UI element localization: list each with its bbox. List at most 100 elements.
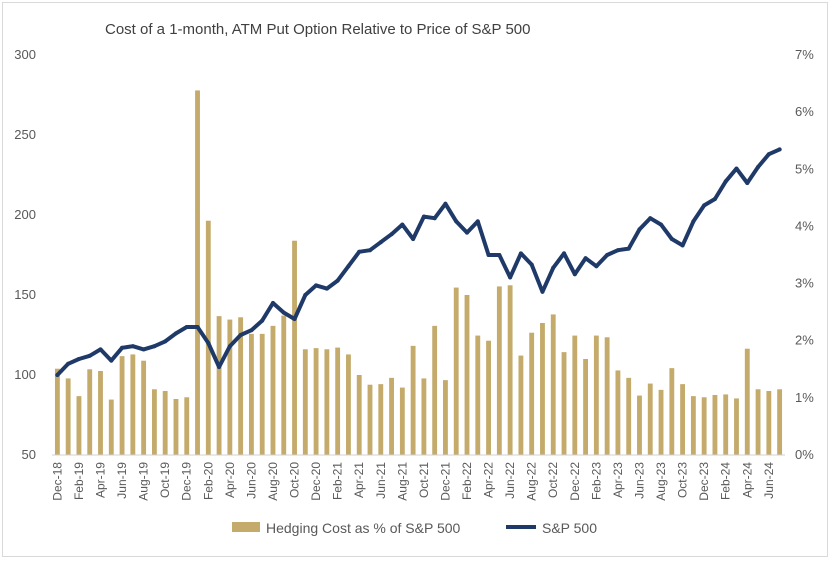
line-series — [55, 147, 782, 377]
bar-Mar-23 — [604, 337, 610, 455]
x-tick-label: Oct-22 — [546, 462, 560, 498]
sp500-point-Jun-19 — [120, 345, 125, 350]
right-tick-label: 5% — [795, 161, 814, 176]
right-tick-label: 3% — [795, 276, 814, 291]
sp500-point-Dec-18 — [55, 373, 60, 377]
bar-Aug-19 — [141, 360, 147, 455]
sp500-point-Mar-21 — [346, 264, 351, 269]
x-tick-label: Aug-20 — [266, 462, 280, 501]
x-tick-label: Oct-20 — [288, 462, 302, 498]
bar-Feb-21 — [335, 347, 341, 455]
bar-Mar-19 — [87, 369, 93, 455]
bar-Apr-23 — [615, 370, 621, 455]
sp500-point-Jul-22 — [518, 251, 523, 256]
bar-May-22 — [496, 286, 502, 455]
left-tick-label: 150 — [14, 287, 36, 302]
sp500-line — [55, 147, 782, 377]
sp500-point-Sep-20 — [281, 310, 286, 315]
bar-Jul-21 — [389, 377, 394, 455]
bar-Jun-23 — [637, 395, 642, 455]
bar-Jun-20 — [248, 333, 254, 455]
bar-Sep-20 — [281, 315, 287, 455]
bar-Aug-21 — [399, 387, 405, 455]
sp500-point-Jul-20 — [260, 318, 265, 323]
bar-Sep-21 — [410, 345, 416, 455]
bar-Feb-19 — [76, 396, 82, 455]
bar-Jul-22 — [518, 355, 524, 455]
bar-Oct-20 — [292, 240, 297, 455]
sp500-point-Apr-23 — [615, 248, 620, 253]
bar-Dec-18 — [54, 368, 60, 455]
sp500-point-Mar-24 — [734, 166, 739, 171]
x-tick-label: Jun-21 — [374, 462, 388, 499]
legend-label-sp500: S&P 500 — [542, 520, 597, 536]
x-tick-label: Feb-22 — [460, 462, 474, 500]
bar-Nov-23 — [690, 396, 696, 455]
bar-Jan-21 — [324, 349, 330, 455]
x-tick-label: Oct-21 — [417, 462, 431, 498]
sp500-point-May-23 — [626, 246, 631, 251]
sp500-point-Apr-19 — [98, 347, 103, 352]
sp500-point-Feb-24 — [723, 179, 728, 184]
bar-Dec-21 — [443, 380, 448, 455]
bar-Jan-24 — [712, 395, 718, 455]
legend-swatch-hedging — [232, 522, 260, 532]
x-tick-label: Dec-21 — [438, 462, 452, 501]
sp500-point-Nov-23 — [691, 219, 696, 224]
bar-Feb-20 — [205, 220, 211, 455]
x-tick-label: Jun-24 — [762, 462, 776, 499]
sp500-point-Jun-23 — [637, 227, 642, 232]
right-tick-label: 1% — [795, 390, 814, 405]
x-tick-label: Aug-23 — [654, 462, 668, 501]
sp500-point-Aug-23 — [659, 222, 664, 227]
sp500-point-Feb-19 — [76, 357, 81, 361]
sp500-point-Jul-21 — [389, 232, 394, 237]
sp500-point-Feb-20 — [206, 341, 211, 345]
x-tick-label: Aug-21 — [395, 462, 409, 501]
bar-Apr-22 — [486, 340, 491, 455]
bar-Sep-22 — [540, 323, 545, 455]
x-tick-label: Jun-19 — [115, 462, 129, 499]
bar-Apr-19 — [98, 371, 103, 455]
sp500-point-Oct-23 — [680, 243, 685, 248]
bar-Oct-19 — [162, 391, 168, 455]
sp500-point-May-21 — [367, 248, 372, 253]
x-tick-label: Apr-22 — [482, 462, 496, 498]
sp500-point-Dec-19 — [184, 325, 189, 329]
sp500-point-Jul-24 — [777, 147, 782, 152]
x-axis: Dec-18 Feb-19 Apr-19 Jun-19 Aug-19 Oct-19 Dec-… — [50, 462, 775, 501]
x-tick-label: Apr-20 — [223, 462, 237, 498]
sp500-point-Mar-20 — [217, 365, 222, 369]
bar-Feb-24 — [723, 394, 729, 455]
sp500-point-Apr-20 — [227, 344, 232, 349]
sp500-point-Jul-23 — [648, 216, 653, 221]
bar-Aug-23 — [658, 389, 664, 455]
sp500-point-Dec-22 — [572, 272, 577, 277]
bar-Jul-19 — [130, 354, 136, 455]
sp500-point-Jan-19 — [66, 361, 71, 366]
sp500-point-May-22 — [497, 253, 502, 257]
sp500-point-Aug-20 — [270, 301, 275, 305]
sp500-point-Mar-22 — [475, 219, 480, 224]
sp500-point-Mar-23 — [605, 253, 610, 257]
sp500-point-Dec-23 — [702, 203, 707, 208]
sp500-point-Feb-22 — [465, 230, 470, 235]
bar-Jun-24 — [766, 391, 772, 455]
bar-Dec-20 — [313, 348, 319, 455]
bar-Mar-20 — [216, 316, 222, 455]
bar-Jan-19 — [65, 378, 71, 455]
left-axis: 50 100 150 200 250 300 — [14, 47, 36, 462]
sp500-point-Apr-22 — [486, 253, 491, 257]
left-tick-label: 50 — [22, 447, 36, 462]
bar-Dec-19 — [184, 397, 190, 455]
x-tick-label: Aug-22 — [525, 462, 539, 501]
bar-May-20 — [238, 317, 244, 455]
bar-Sep-19 — [151, 389, 157, 455]
bar-Jun-21 — [378, 384, 384, 455]
sp500-point-Oct-21 — [421, 214, 426, 219]
x-tick-label: Dec-23 — [697, 462, 711, 501]
bar-Feb-23 — [593, 335, 599, 455]
bar-Aug-22 — [529, 332, 535, 455]
